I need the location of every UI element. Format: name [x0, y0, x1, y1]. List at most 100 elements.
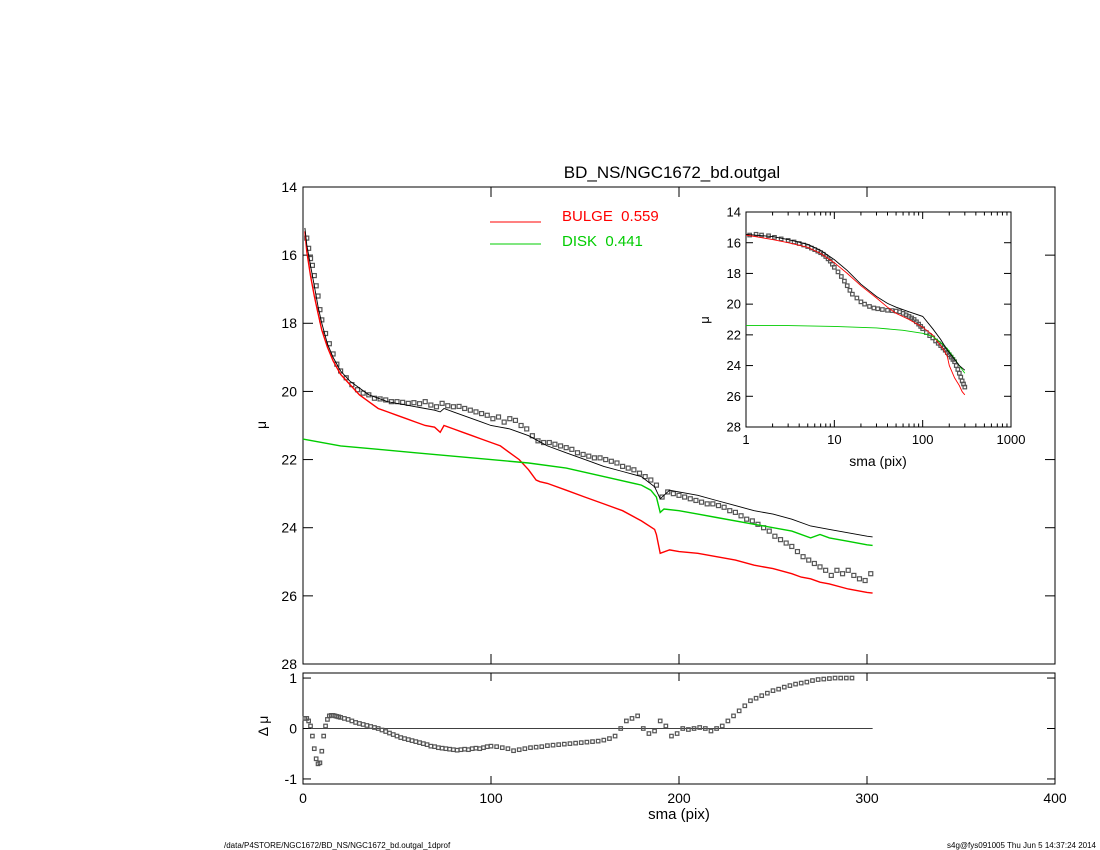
inset-axis-ticks: 1 10 100 1000 14 16 18 20 22 24 26 28 — [727, 205, 1026, 447]
residual-point — [458, 747, 464, 753]
data-point — [847, 287, 853, 293]
residual-point — [511, 748, 516, 754]
data-point — [953, 363, 959, 368]
residual-point — [424, 742, 430, 747]
residual-point — [843, 675, 849, 681]
data-point — [552, 441, 558, 447]
data-point — [956, 370, 962, 376]
data-point — [304, 235, 310, 241]
residual-panel: 0 100 200 300 400-101 Δ μ sma (pix) — [255, 670, 1067, 823]
y-tick-label: 22 — [281, 451, 297, 467]
x-tick-label: 300 — [855, 790, 879, 806]
y-tick-label: 1 — [289, 670, 297, 686]
data-point — [456, 403, 462, 410]
data-point — [844, 283, 850, 289]
residual-point — [590, 739, 595, 744]
residual-point — [753, 695, 759, 701]
data-point — [732, 509, 739, 515]
residual-point — [607, 736, 612, 741]
residual-point — [516, 747, 522, 753]
residual-point — [494, 744, 499, 750]
x-tick-label: 1000 — [997, 432, 1026, 447]
residual-points — [302, 675, 855, 767]
residual-point — [469, 746, 475, 752]
residual-point — [635, 713, 640, 719]
residual-point — [776, 686, 781, 692]
data-point — [727, 508, 733, 514]
legend-label-disk: DISK 0.441 — [562, 233, 643, 250]
residual-point — [436, 745, 441, 751]
data-point — [789, 543, 795, 550]
residual-point — [646, 731, 652, 736]
data-point — [880, 307, 885, 312]
footer-file-path: /data/P4STORE/NGC1672/BD_NS/NGC1672_bd.o… — [224, 841, 451, 850]
data-point — [479, 410, 485, 417]
residual-point — [686, 727, 691, 732]
residual-point — [612, 733, 618, 739]
data-point — [842, 278, 847, 284]
data-point — [958, 374, 964, 380]
data-point — [854, 295, 860, 301]
residual-point — [657, 718, 663, 724]
data-point — [495, 414, 502, 420]
data-point — [823, 567, 829, 573]
y-tick-label: 14 — [281, 179, 297, 195]
residual-point — [409, 738, 415, 743]
model-line — [304, 227, 873, 538]
residual-point — [697, 725, 703, 730]
data-point — [838, 274, 844, 279]
data-point — [835, 269, 841, 275]
residual-point — [432, 744, 437, 750]
residual-point — [770, 688, 776, 694]
residual-point — [357, 721, 362, 726]
inset-y-axis-label: μ — [697, 316, 712, 324]
data-point — [800, 554, 806, 560]
y-tick-label: 28 — [281, 656, 297, 672]
data-point — [439, 400, 445, 406]
x-tick-label: 100 — [912, 432, 934, 447]
residual-point — [443, 746, 449, 752]
residual-point — [372, 725, 377, 730]
residual-point — [310, 733, 315, 739]
residual-point — [454, 747, 460, 753]
residual-point — [306, 718, 311, 724]
data-point — [839, 571, 846, 577]
residual-point — [368, 724, 374, 729]
data-point — [619, 463, 626, 469]
data-point — [597, 455, 603, 461]
residual-point — [405, 737, 411, 742]
data-point — [569, 446, 575, 452]
data-point — [817, 564, 823, 570]
data-point — [856, 576, 863, 582]
residual-point — [321, 733, 327, 739]
data-point — [962, 384, 968, 390]
residual-point — [832, 675, 838, 681]
data-point — [490, 416, 496, 422]
data-point — [450, 404, 456, 410]
residual-point — [360, 722, 366, 727]
data-point — [698, 499, 705, 505]
residual-point — [601, 737, 607, 743]
residual-point — [462, 746, 468, 752]
residual-point — [624, 718, 629, 724]
data-point — [806, 557, 812, 563]
residual-point — [417, 740, 422, 745]
residual-point — [345, 717, 351, 722]
data-point — [721, 504, 727, 510]
residual-point — [804, 679, 810, 685]
y-tick-label: 16 — [281, 247, 297, 263]
data-point — [811, 560, 817, 567]
residual-point — [584, 739, 590, 745]
residual-point — [466, 747, 471, 753]
residual-point — [815, 677, 821, 682]
main-series-group — [302, 227, 874, 594]
data-point — [850, 291, 855, 297]
data-point — [366, 392, 372, 398]
residual-series-group — [302, 675, 873, 767]
x-tick-label: 10 — [827, 432, 841, 447]
data-point — [428, 402, 434, 408]
residual-point — [556, 742, 562, 747]
data-point — [631, 467, 637, 473]
residual-point — [838, 675, 844, 681]
